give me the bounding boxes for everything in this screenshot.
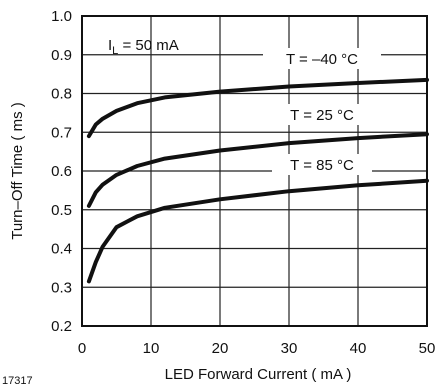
series-label-bg — [263, 48, 381, 69]
y-tick-label: 1.0 — [51, 8, 72, 25]
series-line — [86, 132, 429, 208]
x-axis-title: LED Forward Current ( mA ) — [165, 366, 352, 383]
condition-label: IL = 50 mA — [108, 37, 179, 57]
x-tick-label: 20 — [212, 340, 229, 357]
series-label-bg — [272, 104, 372, 125]
axis-ticks: 0.2 0.3 0.4 0.5 0.6 0.7 0.8 0.9 1.0 0 10 20 30 40 50 — [51, 8, 435, 357]
x-tick-label: 30 — [281, 340, 298, 357]
y-tick-label: 0.9 — [51, 47, 72, 64]
series-layer — [86, 77, 429, 284]
series-labels: T = –40 °C T = 25 °C T = 85 °C — [263, 48, 381, 175]
plot-frame — [81, 15, 428, 327]
y-tick-label: 0.6 — [51, 163, 72, 180]
x-tick-label: 40 — [350, 340, 367, 357]
series-label-bg — [272, 154, 372, 175]
x-tick-label: 0 — [78, 340, 86, 357]
series-label: T = 85 °C — [290, 157, 354, 174]
figure-id: 17317 — [2, 375, 33, 387]
series-label: T = 25 °C — [290, 107, 354, 124]
series-line — [86, 178, 429, 284]
y-tick-label: 0.5 — [51, 202, 72, 219]
y-tick-label: 0.3 — [51, 279, 72, 296]
series-line — [86, 77, 429, 139]
y-tick-label: 0.7 — [51, 124, 72, 141]
y-tick-label: 0.2 — [51, 318, 72, 335]
y-axis-title: Turn–Off Time ( ms ) — [9, 102, 26, 240]
x-tick-label: 10 — [143, 340, 160, 357]
y-tick-label: 0.4 — [51, 241, 72, 258]
x-tick-label: 50 — [419, 340, 436, 357]
y-tick-label: 0.8 — [51, 86, 72, 103]
series-label: T = –40 °C — [286, 51, 358, 68]
